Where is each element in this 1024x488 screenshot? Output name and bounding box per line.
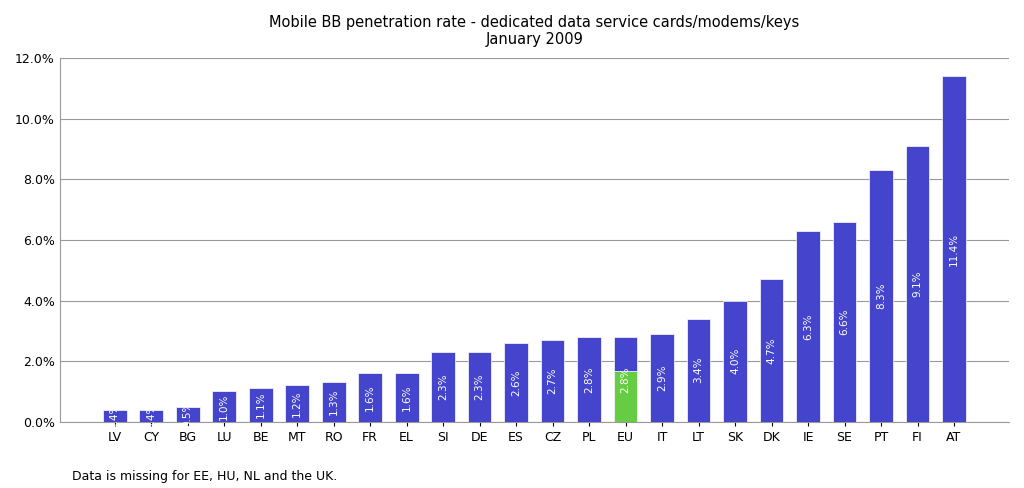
Text: 2.9%: 2.9% xyxy=(657,365,667,391)
Bar xyxy=(541,340,564,422)
Bar xyxy=(905,146,930,422)
Bar xyxy=(322,382,345,422)
Bar xyxy=(942,77,966,422)
Text: 4.7%: 4.7% xyxy=(767,337,776,364)
Bar xyxy=(102,409,127,422)
Bar xyxy=(650,334,674,422)
Bar xyxy=(578,337,601,422)
Bar xyxy=(431,352,455,422)
Text: 0.5%: 0.5% xyxy=(182,401,193,427)
Text: 1.1%: 1.1% xyxy=(256,392,265,418)
Bar xyxy=(504,343,528,422)
Text: 2.3%: 2.3% xyxy=(438,374,449,400)
Text: 1.2%: 1.2% xyxy=(292,390,302,417)
Bar xyxy=(249,388,272,422)
Text: 11.4%: 11.4% xyxy=(949,232,959,265)
Text: 0.4%: 0.4% xyxy=(146,403,157,429)
Text: 6.6%: 6.6% xyxy=(840,308,850,335)
Title: Mobile BB penetration rate - dedicated data service cards/modems/keys
January 20: Mobile BB penetration rate - dedicated d… xyxy=(269,15,800,47)
Bar xyxy=(395,373,419,422)
Text: Data is missing for EE, HU, NL and the UK.: Data is missing for EE, HU, NL and the U… xyxy=(72,470,337,483)
Text: 1.3%: 1.3% xyxy=(329,389,339,415)
Text: 1.6%: 1.6% xyxy=(401,384,412,411)
Text: 1.6%: 1.6% xyxy=(366,384,375,411)
Bar xyxy=(613,371,638,422)
Bar xyxy=(176,407,200,422)
Bar xyxy=(833,222,856,422)
Text: 2.7%: 2.7% xyxy=(548,367,558,394)
Text: 3.4%: 3.4% xyxy=(693,357,703,384)
Text: 8.3%: 8.3% xyxy=(876,283,886,309)
Bar xyxy=(760,279,783,422)
Text: 2.3%: 2.3% xyxy=(475,374,484,400)
Bar xyxy=(869,170,893,422)
Text: 9.1%: 9.1% xyxy=(912,271,923,297)
Text: 2.6%: 2.6% xyxy=(511,369,521,396)
Text: 2.8%: 2.8% xyxy=(584,366,594,392)
Text: 0.4%: 0.4% xyxy=(110,403,120,429)
Bar xyxy=(468,352,492,422)
Text: 4.0%: 4.0% xyxy=(730,348,740,374)
Text: 6.3%: 6.3% xyxy=(803,313,813,340)
Bar xyxy=(797,231,820,422)
Bar xyxy=(212,391,237,422)
Bar xyxy=(286,386,309,422)
Bar xyxy=(613,337,638,371)
Bar xyxy=(139,409,163,422)
Text: 2.8%: 2.8% xyxy=(621,366,631,392)
Bar xyxy=(687,319,711,422)
Text: 1.0%: 1.0% xyxy=(219,393,229,420)
Bar xyxy=(723,301,746,422)
Bar xyxy=(358,373,382,422)
Bar xyxy=(613,337,638,422)
